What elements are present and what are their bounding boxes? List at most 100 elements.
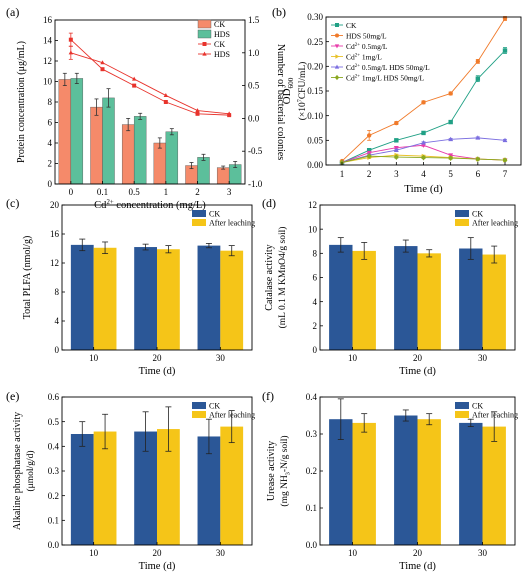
panel-label: (a) bbox=[6, 5, 19, 19]
bar-after-leaching bbox=[482, 426, 506, 545]
y-tick-label: 16 bbox=[43, 15, 53, 25]
bar-ck bbox=[153, 142, 167, 185]
data-point bbox=[502, 137, 508, 143]
y-tick-label: 0.6 bbox=[48, 392, 60, 402]
y-tick-label: 12 bbox=[50, 258, 59, 268]
y-axis-unit-part: -N/g soil) bbox=[279, 435, 290, 472]
panel-c: 0 4 8 12 16 20 10 20 30 Time (d) Total PLFA (nmol/… bbox=[6, 196, 255, 377]
legend-label-part: 2+ bbox=[355, 64, 360, 69]
data-point bbox=[421, 100, 426, 105]
y2-tick-label: 1.5 bbox=[248, 15, 260, 25]
x-tick-label: 0.5 bbox=[129, 187, 141, 197]
x-tick-label: 2 bbox=[367, 169, 372, 179]
y-tick-label: 12 bbox=[43, 56, 52, 66]
y-tick-label: 0.2 bbox=[306, 466, 317, 476]
legend-swatch bbox=[455, 210, 469, 217]
legend-label: Cd2+ 0.5mg/L HDS 50mg/L bbox=[346, 63, 430, 72]
bar-ck bbox=[216, 167, 230, 185]
x-axis-title: Time (d) bbox=[139, 366, 176, 377]
data-point bbox=[421, 154, 426, 161]
y-axis-unit: (×107CFU/mL) bbox=[296, 62, 308, 121]
data-point bbox=[394, 120, 399, 126]
x-axis-title: Time (d) bbox=[139, 561, 176, 572]
y-axis-unit-part: (mg NH bbox=[279, 475, 290, 507]
panel-b: 0.00 0.05 0.10 0.15 0.20 0.25 0.30 1 2 3 4 5 6 7 Time … bbox=[272, 5, 522, 195]
y-tick-label: 4 bbox=[48, 138, 53, 148]
y-tick-label: 0.25 bbox=[307, 37, 323, 47]
y-axis-unit: (mL 0.1 M KMnO4/g soil) bbox=[277, 227, 288, 329]
y2-axis-title: Number of bacterial colonies bbox=[275, 44, 286, 160]
legend-swatch bbox=[197, 19, 212, 29]
y-tick-label: 0.30 bbox=[307, 12, 323, 22]
data-point bbox=[448, 119, 453, 125]
x-axis-title-part: Cd bbox=[94, 200, 107, 211]
legend-label-part: Cd bbox=[346, 74, 355, 83]
bar-after-leaching bbox=[220, 426, 244, 545]
bar-after-leaching bbox=[352, 422, 376, 545]
y-tick-label: 0.3 bbox=[306, 429, 318, 439]
point-hds bbox=[131, 76, 137, 81]
point-ck bbox=[163, 100, 168, 104]
y-tick-label: 0.05 bbox=[307, 135, 323, 145]
y-axis-unit-part: (×10 bbox=[297, 102, 308, 120]
legend-swatch bbox=[455, 219, 469, 226]
y-axis-unit-part: CFU/mL) bbox=[297, 62, 308, 99]
x-axis-title: Cd2+ concentration (mg/L) bbox=[94, 199, 206, 211]
panel-label: (d) bbox=[262, 196, 276, 210]
panel-e: 0.0 0.1 0.2 0.3 0.4 0.5 0.6 10 20 30 Time (d) Alkal… bbox=[6, 389, 255, 572]
y-axis-title-part: OD bbox=[281, 88, 293, 104]
panel-d: 0 2 4 6 8 10 12 10 20 30 Time (d) Catalase activity… bbox=[262, 196, 518, 377]
legend-label-part: Cd bbox=[346, 42, 355, 51]
legend-label: HDS bbox=[214, 50, 230, 59]
y-tick-label: 0.4 bbox=[48, 441, 60, 451]
data-point bbox=[421, 143, 426, 148]
bar-after-leaching bbox=[220, 250, 244, 350]
legend-swatch bbox=[192, 411, 206, 418]
legend-swatch bbox=[192, 402, 206, 409]
legend-label: CK bbox=[472, 402, 483, 411]
bar-after-leaching bbox=[157, 429, 180, 545]
data-point bbox=[393, 147, 399, 152]
y-tick-label: 0.1 bbox=[48, 515, 59, 525]
legend-marker bbox=[334, 64, 340, 69]
line-hds bbox=[70, 52, 230, 115]
legend-swatch bbox=[455, 411, 469, 418]
y-tick-label: 0.00 bbox=[307, 160, 323, 170]
bar-hds bbox=[70, 78, 84, 185]
y-tick-label: 8 bbox=[55, 287, 60, 297]
point-hds bbox=[195, 108, 200, 113]
point-hds bbox=[163, 93, 169, 98]
y-tick-label: 0.5 bbox=[48, 417, 60, 427]
x-tick-label: 20 bbox=[153, 548, 163, 558]
bar-ck bbox=[329, 244, 353, 350]
bar-after-leaching bbox=[352, 250, 376, 350]
legend-label: CK bbox=[209, 210, 220, 219]
legend-marker bbox=[335, 33, 339, 38]
y2-tick-label: 0.0 bbox=[248, 113, 260, 123]
y-axis-title-group: OD600 bbox=[281, 77, 295, 104]
y-tick-label: 0.0 bbox=[48, 540, 60, 550]
legend-label: HDS bbox=[214, 30, 230, 39]
bar-ck bbox=[394, 246, 418, 350]
bar-ck bbox=[197, 436, 221, 545]
bar-ck bbox=[134, 431, 157, 545]
y-axis-unit: (mg NH3-N/g soil) bbox=[279, 435, 292, 506]
legend-label-part: 0.5mg/L HDS 50mg/L bbox=[360, 63, 430, 72]
x-tick-label: 30 bbox=[216, 548, 226, 558]
legend-label-part: 2+ bbox=[355, 75, 360, 80]
legend-label: Cd2+ 1mg/L HDS 50mg/L bbox=[346, 74, 425, 83]
data-point bbox=[475, 135, 481, 140]
data-point bbox=[475, 156, 481, 162]
y-axis-title: Alkaline phosphatase activity bbox=[12, 412, 23, 530]
data-point bbox=[475, 59, 481, 64]
x-tick-label: 2 bbox=[195, 187, 200, 197]
bar-ck bbox=[459, 248, 483, 350]
panel-label: (c) bbox=[6, 196, 19, 210]
bar-ck bbox=[394, 415, 418, 545]
point-ck bbox=[132, 83, 137, 88]
point-hds bbox=[68, 50, 74, 55]
x-tick-label: 10 bbox=[89, 353, 99, 363]
y-axis-unit-part: 3 bbox=[285, 472, 292, 475]
y-tick-label: 0.2 bbox=[48, 491, 59, 501]
data-point bbox=[448, 155, 454, 161]
